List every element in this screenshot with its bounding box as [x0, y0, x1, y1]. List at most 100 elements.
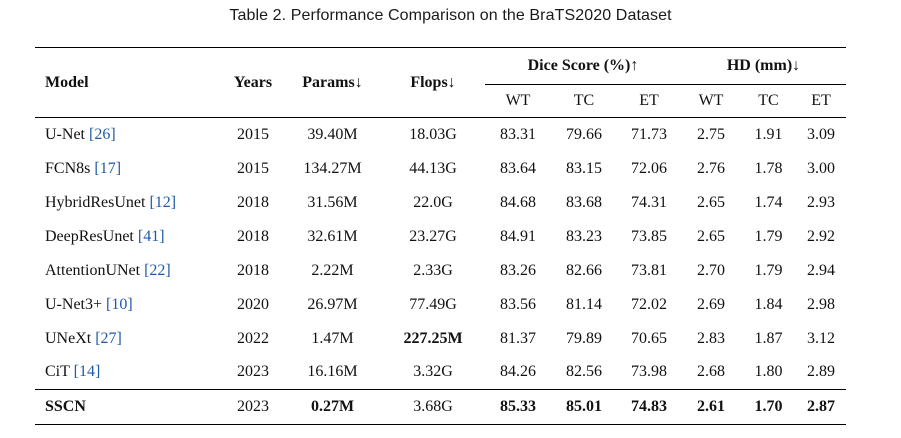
- hd-wt-cell: 2.75: [681, 117, 741, 152]
- model-name: DeepResUnet: [45, 227, 138, 245]
- dice-et-cell: 73.85: [631, 227, 667, 245]
- header-hd-et: ET: [811, 92, 831, 109]
- table-row: DeepResUnet [41] 2018 32.61M 23.27G 84.91 83.…: [35, 220, 846, 254]
- citation-link[interactable]: [14]: [73, 363, 101, 381]
- dice-tc-cell: 79.89: [566, 329, 602, 347]
- year-cell: 2020: [237, 295, 269, 313]
- flops-cell: 77.49G: [409, 295, 457, 313]
- flops-cell: 22.0G: [413, 193, 453, 211]
- dice-et-cell: 72.02: [631, 295, 667, 313]
- dice-wt-cell: 83.26: [500, 261, 536, 279]
- citation-link[interactable]: [22]: [144, 261, 171, 279]
- params-cell: 26.97M: [307, 295, 358, 313]
- hd-wt-cell: 2.61: [681, 389, 741, 425]
- dice-wt-cell: 84.68: [500, 193, 536, 211]
- year-cell: 2015: [222, 117, 284, 152]
- flops-cell: 18.03G: [381, 117, 485, 152]
- flops-cell: 44.13G: [409, 159, 457, 177]
- header-hd-group: HD (mm)↓: [681, 47, 846, 85]
- dice-et-cell: 71.73: [617, 117, 681, 152]
- model-name-cell: U-Net3+ [10]: [35, 288, 222, 322]
- dice-wt-cell: 84.26: [500, 363, 536, 381]
- hd-tc-cell: 1.91: [741, 117, 796, 152]
- params-cell: 134.27M: [303, 159, 362, 177]
- model-name-cell: FCN8s [17]: [35, 152, 222, 186]
- hd-tc-cell: 1.79: [754, 227, 783, 245]
- flops-cell: 2.33G: [413, 261, 453, 279]
- hd-wt-cell: 2.65: [697, 227, 725, 245]
- header-model: Model: [35, 47, 222, 118]
- model-name: U-Net3+: [45, 295, 107, 313]
- hd-et-cell: 2.93: [807, 193, 835, 211]
- hd-et-cell: 3.09: [796, 117, 846, 152]
- dice-et-cell: 73.98: [631, 363, 667, 381]
- hd-wt-cell: 2.76: [697, 159, 725, 177]
- dice-wt-cell: 83.31: [485, 117, 551, 152]
- hd-tc-cell: 1.84: [754, 295, 783, 313]
- header-hd-tc: TC: [758, 92, 779, 109]
- model-name: UNeXt: [45, 329, 96, 347]
- flops-cell: 3.32G: [413, 363, 453, 381]
- flops-cell: 227.25M: [403, 329, 463, 347]
- table-row: CiT [14] 2023 16.16M 3.32G 84.26 82.56 73.98 2.…: [35, 356, 846, 390]
- hd-et-cell: 2.89: [807, 363, 835, 381]
- citation-link[interactable]: [10]: [106, 295, 133, 313]
- citation-link[interactable]: [17]: [94, 159, 122, 177]
- citation-link[interactable]: [12]: [149, 193, 177, 211]
- header-hd-wt: WT: [698, 92, 724, 109]
- model-name: U-Net: [45, 125, 89, 143]
- dice-tc-cell: 83.15: [566, 159, 602, 177]
- dice-tc-cell: 83.68: [566, 193, 602, 211]
- table-row: FCN8s [17] 2015 134.27M 44.13G 83.64 83.15 72.…: [35, 152, 846, 186]
- hd-tc-cell: 1.87: [754, 329, 783, 347]
- comparison-table: Model Years Params↓ Flops↓ Dice Score (%…: [35, 47, 846, 425]
- hd-et-cell: 3.00: [807, 159, 835, 177]
- hd-et-cell: 2.92: [807, 227, 835, 245]
- hd-tc-cell: 1.79: [754, 261, 783, 279]
- model-name-cell: AttentionUNet [22]: [35, 254, 222, 288]
- dice-wt-cell: 83.56: [500, 295, 536, 313]
- header-dice-wt: WT: [505, 92, 531, 109]
- dice-tc-cell: 83.23: [566, 227, 602, 245]
- hd-wt-cell: 2.68: [697, 363, 725, 381]
- header-dice-et: ET: [639, 92, 659, 109]
- hd-et-cell: 2.87: [796, 389, 846, 425]
- citation-link[interactable]: [27]: [95, 329, 122, 347]
- dice-et-cell: 74.31: [631, 193, 667, 211]
- model-name-cell: HybridResUnet [12]: [35, 186, 222, 220]
- dice-wt-cell: 81.37: [500, 329, 536, 347]
- params-cell: 2.22M: [311, 261, 354, 279]
- hd-tc-cell: 1.80: [754, 363, 783, 381]
- model-name: AttentionUNet: [45, 261, 145, 279]
- hd-wt-cell: 2.70: [697, 261, 725, 279]
- header-row-sub: WT TC ET WT TC ET: [35, 85, 846, 118]
- model-name-cell: UNeXt [27]: [35, 322, 222, 356]
- model-name: SSCN: [35, 389, 222, 425]
- model-name: FCN8s: [45, 159, 95, 177]
- model-name-cell: CiT [14]: [35, 356, 222, 390]
- flops-cell: 23.27G: [409, 227, 457, 245]
- table-row: U-Net [26] 2015 39.40M 18.03G 83.31 79.66 71.7…: [35, 117, 846, 152]
- table-row: U-Net3+ [10] 2020 26.97M 77.49G 83.56 81.14 72…: [35, 288, 846, 322]
- year-cell: 2023: [222, 389, 284, 425]
- citation-link[interactable]: [26]: [88, 125, 116, 143]
- hd-tc-cell: 1.74: [754, 193, 783, 211]
- dice-tc-cell: 85.01: [551, 389, 617, 425]
- header-row-group: Model Years Params↓ Flops↓ Dice Score (%…: [35, 47, 846, 118]
- model-name-cell: U-Net [26]: [35, 117, 222, 152]
- year-cell: 2015: [237, 159, 269, 177]
- dice-tc-cell: 81.14: [566, 295, 602, 313]
- header-years: Years: [222, 47, 284, 118]
- dice-tc-cell: 82.56: [566, 363, 602, 381]
- header-params: Params↓: [284, 47, 381, 118]
- params-cell: 31.56M: [307, 193, 358, 211]
- params-cell: 1.47M: [311, 329, 354, 347]
- citation-link[interactable]: [41]: [137, 227, 165, 245]
- flops-cell: 3.68G: [381, 389, 485, 425]
- year-cell: 2018: [237, 193, 269, 211]
- dice-et-cell: 73.81: [631, 261, 667, 279]
- dice-wt-cell: 84.91: [500, 227, 536, 245]
- header-dice-tc: TC: [573, 92, 595, 109]
- hd-wt-cell: 2.69: [697, 295, 725, 313]
- hd-et-cell: 2.98: [807, 295, 835, 313]
